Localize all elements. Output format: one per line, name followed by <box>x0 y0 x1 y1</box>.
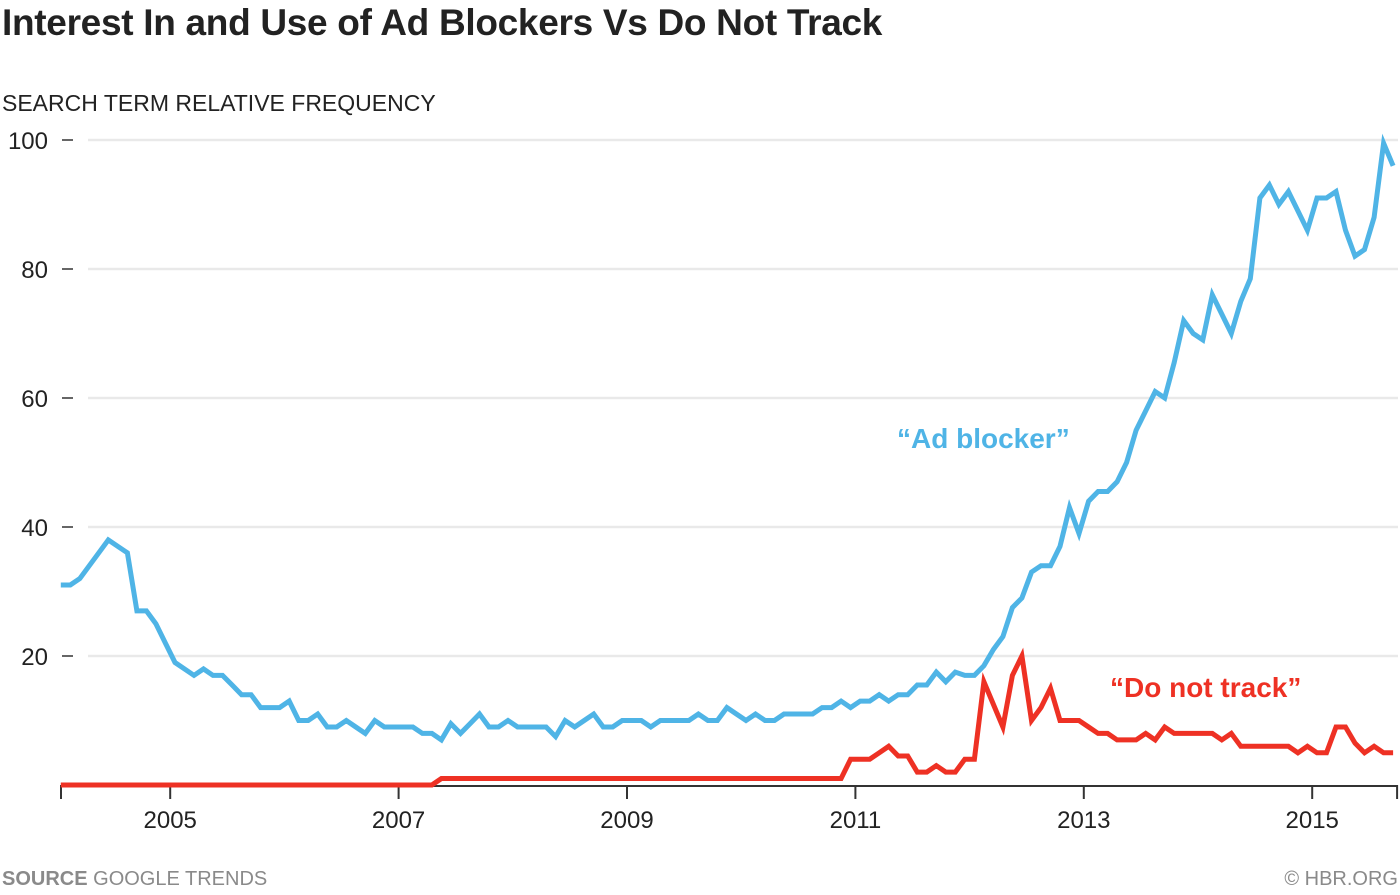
y-tick-label: 80 <box>21 257 48 284</box>
chart-title: Interest In and Use of Ad Blockers Vs Do… <box>2 2 883 43</box>
source-label: SOURCE <box>2 868 88 890</box>
x-tick-label: 2013 <box>1057 807 1110 834</box>
series-line <box>60 133 1396 744</box>
y-axis: 20 40 60 80 100 <box>8 128 73 671</box>
x-tick-label: 2011 <box>830 807 882 834</box>
x-tick-label: 2007 <box>372 807 425 834</box>
y-axis-label: SEARCH TERM RELATIVE FREQUENCY <box>2 90 436 116</box>
y-tick-label: 100 <box>8 128 48 155</box>
x-tick-label: 2009 <box>600 807 653 834</box>
x-tick-label: 2015 <box>1286 807 1339 834</box>
series-label-do-not-track: “Do not track” <box>1110 672 1301 703</box>
series-lines <box>60 133 1396 788</box>
gridlines <box>88 138 1398 658</box>
series-line <box>60 647 1394 788</box>
series-label-ad-blocker: “Ad blocker” <box>897 423 1070 454</box>
x-tick-label: 2005 <box>144 807 197 834</box>
y-tick-label: 40 <box>21 515 48 542</box>
source-note: SOURCE GOOGLE TRENDS <box>2 868 267 891</box>
y-tick-label: 20 <box>21 644 48 671</box>
y-tick-label: 60 <box>21 386 48 413</box>
credit: © HBR.ORG <box>1284 868 1398 890</box>
x-axis: 2005 2007 2009 2011 2013 2015 <box>60 785 1399 834</box>
source-value: GOOGLE TRENDS <box>93 868 268 890</box>
